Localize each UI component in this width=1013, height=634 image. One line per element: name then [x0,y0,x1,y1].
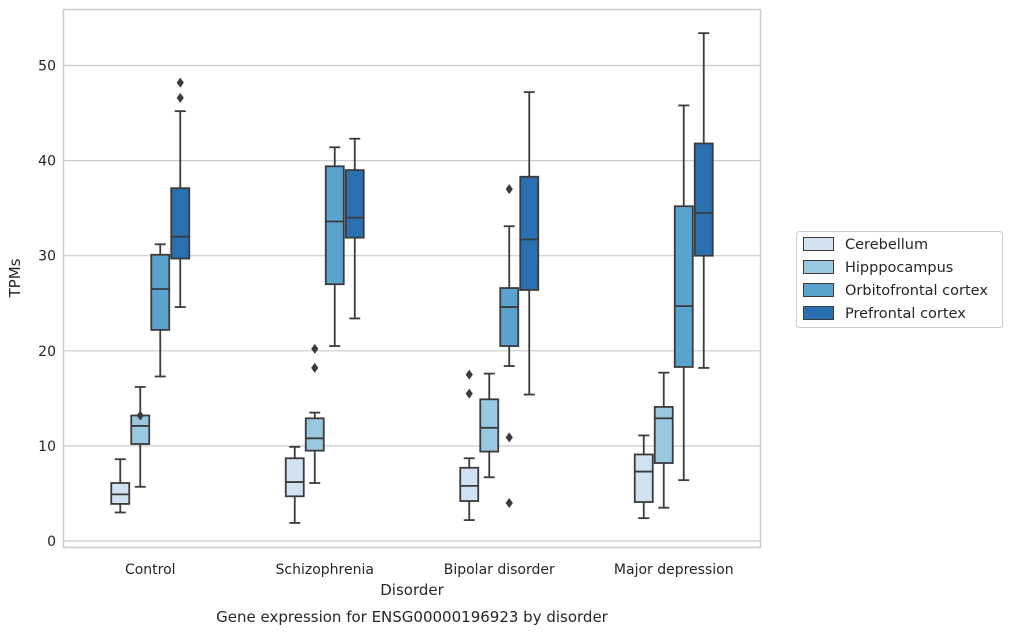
y-axis-title: TPMs [6,258,24,298]
y-tick-label: 10 [38,439,56,455]
box-iqr [344,169,365,239]
outlier-point [465,369,473,380]
box-iqr [304,417,325,452]
outlier-point [311,343,319,354]
outlier-point [505,497,513,508]
box-cerebellum [459,369,480,521]
legend: Cerebellum Hipppocampus Orbitofrontal cort… [796,231,1003,328]
legend-swatch [803,283,834,297]
box-orbitofrontal-cortex [673,104,694,482]
legend-swatch [803,237,834,251]
x-tick-label: Bipolar disorder [444,562,555,578]
outlier-point [311,362,319,373]
outlier-point [136,410,144,421]
box-iqr [673,205,694,368]
y-tick-label: 50 [38,59,56,75]
box-prefrontal-cortex [519,91,540,396]
legend-swatch [803,306,834,320]
box-iqr [324,165,345,286]
box-iqr [170,187,191,260]
legend-label: Cerebellum [845,237,928,253]
box-hipppocampus [130,386,151,488]
box-cerebellum [633,434,654,520]
box-prefrontal-cortex [170,77,191,308]
outlier-point [176,77,184,88]
box-prefrontal-cortex [693,32,714,369]
box-iqr [693,142,714,257]
x-axis-title: Disorder [380,581,444,599]
outlier-point [505,432,513,443]
outlier-point [176,92,184,103]
legend-label: Prefrontal cortex [845,306,966,322]
box-orbitofrontal-cortex [324,146,345,347]
box-plots [110,32,714,524]
box-iqr [479,398,500,453]
box-iqr [633,453,654,503]
box-iqr [284,457,305,498]
box-iqr [499,287,520,347]
box-iqr [653,406,674,464]
y-tick-label: 20 [38,344,56,360]
box-orbitofrontal-cortex [150,243,171,378]
legend-label: Hipppocampus [845,260,953,276]
box-hipppocampus [653,371,674,509]
box-cerebellum [284,445,305,524]
x-tick-label: Major depression [614,562,734,578]
legend-items: Cerebellum Hipppocampus Orbitofrontal cort… [803,237,988,322]
legend-frame [796,231,1003,328]
box-hipppocampus [304,343,325,484]
x-tick-label: Schizophrenia [276,562,374,578]
legend-swatch [803,260,834,274]
y-tick-label: 40 [38,154,56,170]
y-tick-labels: 0 10 20 30 40 50 [38,59,56,551]
box-iqr [519,175,540,291]
y-tick-label: 30 [38,249,56,265]
box-iqr [110,482,131,505]
box-iqr [150,253,171,331]
box-orbitofrontal-cortex [499,184,520,508]
legend-label: Orbitofrontal cortex [845,283,988,299]
outlier-point [465,388,473,399]
x-tick-labels: Control Schizophrenia Bipolar disorder Majo… [125,562,734,578]
outlier-point [505,184,513,195]
box-hipppocampus [479,372,500,479]
plot-frame [62,8,762,549]
y-tick-label: 0 [47,534,56,550]
chart-title: Gene expression for ENSG00000196923 by d… [216,608,609,626]
box-cerebellum [110,458,131,514]
x-tick-label: Control [125,562,176,578]
box-prefrontal-cortex [344,137,365,320]
box-iqr [459,466,480,502]
